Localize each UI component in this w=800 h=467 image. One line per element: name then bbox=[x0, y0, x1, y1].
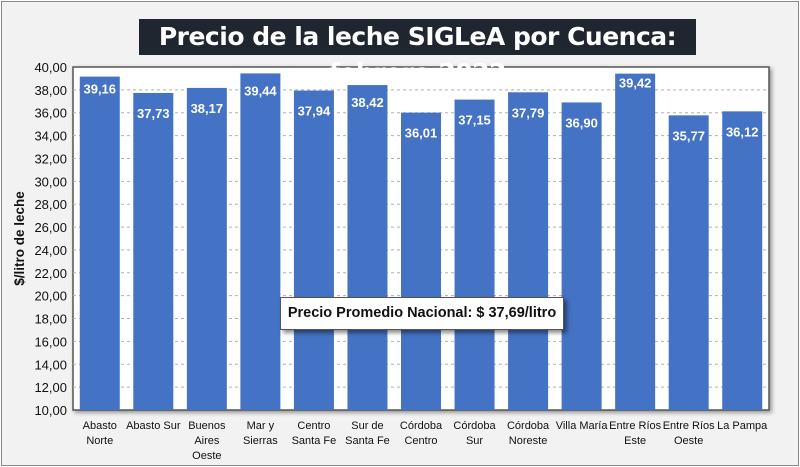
x-tick-label: Santa Fe bbox=[345, 435, 390, 447]
y-tick-label: 12,00 bbox=[34, 380, 67, 395]
x-tick-label: Entre Ríos bbox=[609, 420, 661, 432]
annotation-average-price: Precio Promedio Nacional: $ 37,69/litro bbox=[280, 297, 564, 330]
data-label: 37,79 bbox=[512, 105, 545, 120]
y-tick-label: 16,00 bbox=[34, 334, 67, 349]
data-label: 37,15 bbox=[458, 113, 491, 128]
bar bbox=[561, 102, 602, 411]
data-label: 37,73 bbox=[137, 106, 170, 121]
x-tick-label: Este bbox=[624, 435, 646, 447]
y-tick-label: 32,00 bbox=[34, 151, 67, 166]
x-tick-label: Entre Ríos bbox=[663, 420, 715, 432]
bar bbox=[347, 85, 388, 410]
x-tick-label: Mar y bbox=[247, 420, 275, 432]
x-tick-label: Aires bbox=[194, 435, 220, 447]
y-tick-label: 28,00 bbox=[34, 197, 67, 212]
y-tick-label: 24,00 bbox=[34, 243, 67, 258]
y-tick-label: 14,00 bbox=[34, 357, 67, 372]
data-label: 35,77 bbox=[672, 128, 705, 143]
bar bbox=[722, 111, 763, 411]
y-tick-label: 38,00 bbox=[34, 83, 67, 98]
y-tick-label: 40,00 bbox=[34, 60, 67, 75]
data-label: 39,16 bbox=[83, 82, 116, 97]
data-label: 36,01 bbox=[405, 126, 438, 141]
x-tick-label: Oeste bbox=[192, 450, 221, 462]
data-label: 37,94 bbox=[298, 104, 331, 119]
bar bbox=[401, 112, 441, 410]
y-tick-label: 20,00 bbox=[34, 289, 67, 304]
x-tick-label: Sur de bbox=[351, 420, 383, 432]
y-tick-label: 22,00 bbox=[34, 266, 67, 281]
y-tick-label: 26,00 bbox=[34, 220, 67, 235]
bar bbox=[668, 115, 709, 410]
y-tick-label: 18,00 bbox=[34, 312, 67, 327]
x-tick-label: Buenos bbox=[188, 420, 226, 432]
y-tick-label: 34,00 bbox=[34, 129, 67, 144]
bar bbox=[133, 92, 174, 410]
y-tick-label: 10,00 bbox=[34, 403, 67, 418]
x-tick-label: Noreste bbox=[509, 435, 548, 447]
x-tick-label: Centro bbox=[404, 435, 437, 447]
data-label: 36,90 bbox=[565, 115, 598, 130]
x-tick-label: Centro bbox=[297, 420, 330, 432]
data-label: 38,42 bbox=[351, 95, 384, 110]
y-axis-label: $/litro de leche bbox=[12, 191, 27, 286]
bar bbox=[186, 87, 227, 410]
x-tick-label: Norte bbox=[86, 435, 113, 447]
x-tick-label: Abasto bbox=[83, 420, 117, 432]
x-tick-label: Córdoba bbox=[400, 420, 443, 432]
bar bbox=[79, 76, 120, 410]
x-tick-label: Villa María bbox=[556, 420, 609, 432]
bar bbox=[454, 99, 495, 411]
x-tick-label: La Pampa bbox=[717, 420, 768, 432]
bar bbox=[508, 92, 549, 410]
x-tick-label: Córdoba bbox=[453, 420, 496, 432]
chart-title: Precio de la leche SIGLeA por Cuenca: fe… bbox=[139, 19, 696, 87]
data-label: 39,42 bbox=[619, 76, 652, 91]
x-tick-label: Santa Fe bbox=[292, 435, 337, 447]
bar bbox=[240, 73, 281, 411]
data-label: 39,44 bbox=[244, 83, 277, 98]
y-tick-label: 30,00 bbox=[34, 174, 67, 189]
x-tick-label: Córdoba bbox=[507, 420, 550, 432]
bar bbox=[615, 73, 656, 410]
data-label: 36,12 bbox=[726, 124, 759, 139]
bar bbox=[293, 90, 334, 410]
x-tick-label: Sierras bbox=[243, 435, 278, 447]
y-tick-label: 36,00 bbox=[34, 106, 67, 121]
x-tick-label: Sur bbox=[466, 435, 483, 447]
x-tick-label: Abasto Sur bbox=[126, 420, 181, 432]
data-label: 38,17 bbox=[191, 101, 224, 116]
x-tick-label: Oeste bbox=[674, 435, 703, 447]
